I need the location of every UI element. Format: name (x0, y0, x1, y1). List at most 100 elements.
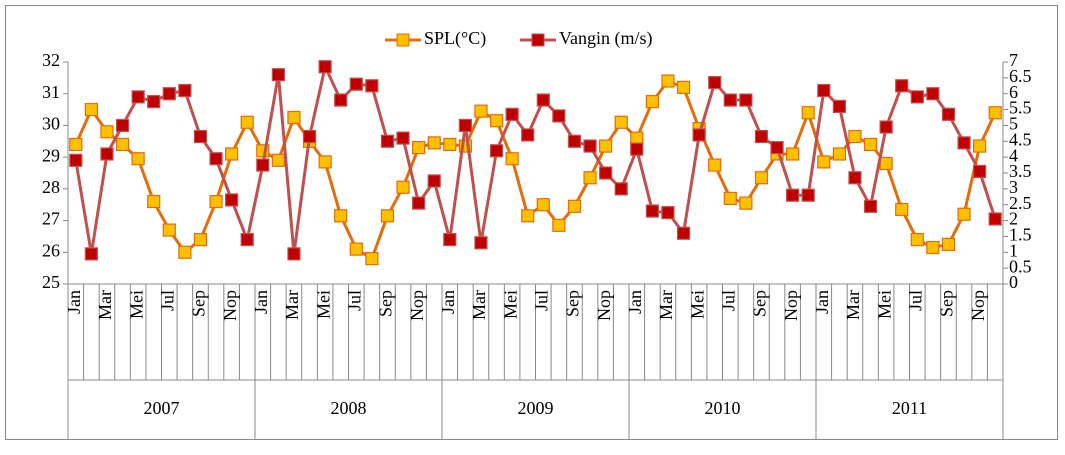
x-tick-label: Sep (563, 290, 583, 317)
point-marker (645, 204, 659, 218)
x-tick-label: Mar (282, 290, 302, 320)
point-marker (817, 83, 831, 98)
x-tick-label: Mei (126, 290, 146, 319)
point-marker (723, 93, 737, 107)
point-marker (287, 110, 301, 125)
x-tick-label: Sep (750, 290, 770, 317)
y2-tick-label: 3 (1009, 177, 1018, 197)
y2-tick-label: 3.5 (1009, 161, 1032, 181)
point-marker (863, 137, 878, 152)
point-marker (957, 136, 971, 150)
point-marker (505, 152, 519, 166)
point-marker (131, 152, 145, 166)
group-label: 2007 (144, 398, 180, 418)
point-marker (583, 171, 597, 185)
point-marker (708, 158, 722, 172)
point-marker (349, 77, 363, 91)
x-tick-label: Nop (781, 290, 801, 321)
point-marker (552, 218, 566, 232)
point-marker (661, 74, 675, 88)
point-marker (209, 152, 223, 166)
point-marker (879, 120, 893, 134)
point-marker (84, 247, 98, 261)
point-marker (100, 125, 114, 139)
point-marker (910, 233, 924, 247)
point-marker (178, 245, 192, 259)
point-marker (630, 131, 644, 145)
group-label: 2009 (518, 398, 554, 418)
point-marker (147, 95, 161, 109)
point-marker (115, 118, 130, 133)
point-marker (162, 87, 176, 101)
x-tick-label: Nop (407, 290, 427, 321)
point-marker (225, 147, 239, 161)
point-marker (895, 202, 909, 217)
point-marker (334, 93, 348, 107)
point-marker (988, 106, 1002, 120)
y2-tick-label: 0 (1009, 272, 1018, 292)
point-marker (225, 193, 239, 207)
point-marker (489, 114, 504, 128)
x-tick-label: Sep (189, 290, 209, 317)
point-marker (521, 128, 535, 142)
point-marker (162, 223, 176, 237)
x-tick-label: Jul (157, 290, 177, 311)
point-marker (926, 87, 940, 101)
point-marker (147, 194, 161, 209)
point-marker (521, 209, 535, 223)
y-tick-label: 27 (42, 209, 60, 229)
point-marker (848, 171, 862, 185)
point-marker (443, 233, 457, 247)
point-marker (583, 139, 597, 153)
point-marker (474, 236, 488, 250)
point-marker (115, 137, 130, 152)
point-marker (832, 147, 846, 161)
y2-tick-label: 5.5 (1009, 98, 1032, 118)
x-tick-label: Mar (95, 290, 115, 320)
point-marker (895, 79, 909, 93)
y2-tick-label: 7 (1009, 50, 1018, 70)
point-marker (941, 237, 956, 251)
point-marker (754, 129, 769, 144)
series-line (74, 62, 997, 255)
x-tick-label: Mei (313, 290, 333, 319)
point-marker (879, 156, 893, 171)
point-marker (770, 141, 784, 155)
x-tick-label: Jul (718, 290, 738, 311)
x-tick-label: Mar (843, 290, 863, 320)
chart-frame (5, 5, 1058, 440)
point-marker (334, 209, 348, 223)
x-tick-label: Mar (656, 290, 676, 320)
x-tick-label: Jul (905, 290, 925, 311)
point-marker (256, 158, 270, 172)
point-marker (100, 147, 114, 161)
point-marker (941, 107, 956, 121)
point-marker (69, 137, 83, 152)
point-marker (427, 136, 441, 150)
point-marker (801, 106, 815, 120)
x-tick-label: Nop (220, 290, 240, 321)
point-marker (599, 166, 613, 180)
y-tick-label: 26 (42, 240, 60, 260)
point-marker (84, 102, 98, 117)
point-marker (396, 131, 410, 145)
y2-tick-label: 4 (1009, 145, 1018, 165)
y2-tick-label: 0.5 (1009, 256, 1032, 276)
point-marker (443, 137, 457, 152)
point-marker (599, 139, 613, 153)
point-marker (739, 93, 753, 107)
group-label: 2008 (331, 398, 367, 418)
point-marker (193, 129, 208, 144)
point-marker (676, 226, 691, 240)
y2-tick-label: 6.5 (1009, 66, 1032, 86)
point-marker (318, 155, 332, 169)
point-marker (723, 191, 737, 205)
point-marker (209, 194, 223, 209)
point-marker (817, 155, 831, 169)
point-marker (645, 95, 659, 109)
x-tick-label: Mei (874, 290, 894, 319)
point-marker (412, 196, 426, 210)
point-marker (754, 171, 769, 185)
point-marker (973, 139, 987, 153)
point-marker (536, 198, 550, 212)
